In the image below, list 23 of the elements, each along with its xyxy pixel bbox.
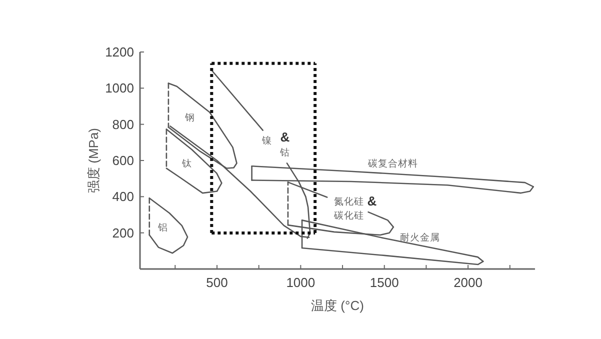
x-tick-label: 1500 xyxy=(370,275,399,290)
annotation: 钢 xyxy=(184,112,195,124)
y-tick-label: 1000 xyxy=(105,80,134,96)
x-axis-title: 温度 (°C) xyxy=(311,298,364,313)
y-axis-title: 强度 (MPa) xyxy=(86,128,101,193)
y-tick-label: 800 xyxy=(112,116,134,132)
annotation: 铝 xyxy=(157,222,168,234)
y-tick-label: 400 xyxy=(112,189,134,204)
annotation: & xyxy=(280,129,290,144)
annotation: 钴 xyxy=(279,146,290,159)
annotation: 钛 xyxy=(181,158,192,170)
y-tick-label: 600 xyxy=(112,153,134,168)
annotation: 镍 xyxy=(261,134,272,147)
x-tick-label: 500 xyxy=(206,275,228,290)
x-tick-label: 2000 xyxy=(454,275,483,290)
annotation: 氮化硅 xyxy=(334,196,364,208)
y-tick-label: 1200 xyxy=(105,44,134,60)
annotation: 碳化硅 xyxy=(333,210,364,222)
annotation: 耐火金属 xyxy=(400,232,440,244)
y-tick-label: 200 xyxy=(112,225,134,240)
x-tick-label: 1000 xyxy=(286,275,316,290)
annotation: & xyxy=(367,193,377,208)
annotation: 碳复合材料 xyxy=(367,158,418,170)
